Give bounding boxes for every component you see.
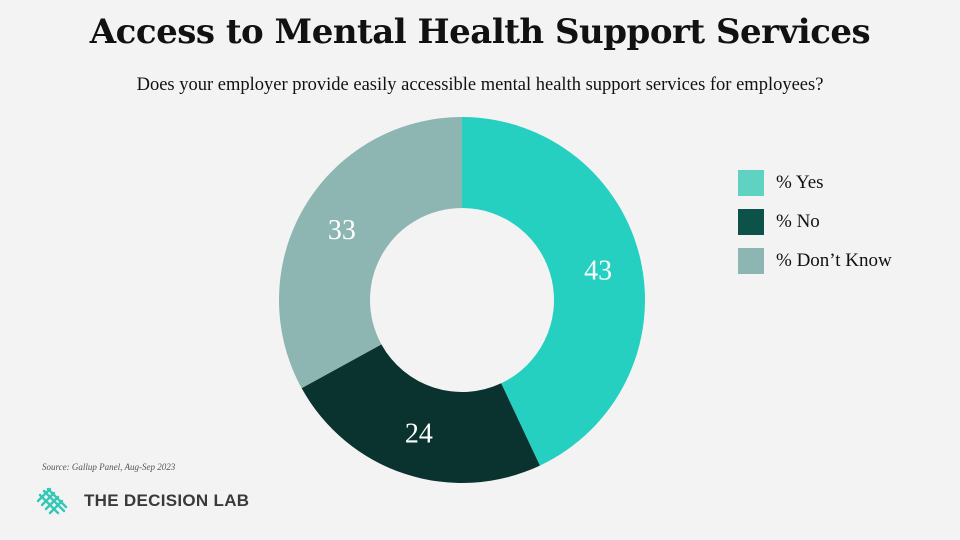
- chart-subtitle: Does your employer provide easily access…: [136, 75, 824, 95]
- data-label-no: 24: [405, 419, 433, 450]
- chart-title: Access to Mental Health Support Services: [89, 12, 871, 52]
- data-label-yes: 43: [584, 256, 612, 287]
- legend-label-no: % No: [776, 211, 820, 232]
- legend-label-dont-know: % Don’t Know: [776, 250, 892, 271]
- legend-swatch-dont-know: [738, 248, 764, 274]
- brand-name: THE DECISION LAB: [84, 491, 250, 510]
- legend-swatch-no: [738, 209, 764, 235]
- decision-lab-logo-icon: [36, 487, 68, 515]
- slice-dont-know: [279, 117, 462, 389]
- legend-swatch-yes: [738, 170, 764, 196]
- data-label-dont-know: 33: [328, 215, 356, 246]
- source-note: Source: Gallup Panel, Aug-Sep 2023: [42, 462, 176, 472]
- brand: THE DECISION LAB: [34, 485, 249, 517]
- legend-label-yes: % Yes: [776, 172, 824, 193]
- chart-legend: % Yes % No % Don’t Know: [738, 170, 892, 287]
- slice-yes: [462, 117, 645, 466]
- legend-item-yes: % Yes: [738, 170, 892, 196]
- legend-item-dont-know: % Don’t Know: [738, 248, 892, 274]
- slice-no: [301, 344, 540, 483]
- legend-item-no: % No: [738, 209, 892, 235]
